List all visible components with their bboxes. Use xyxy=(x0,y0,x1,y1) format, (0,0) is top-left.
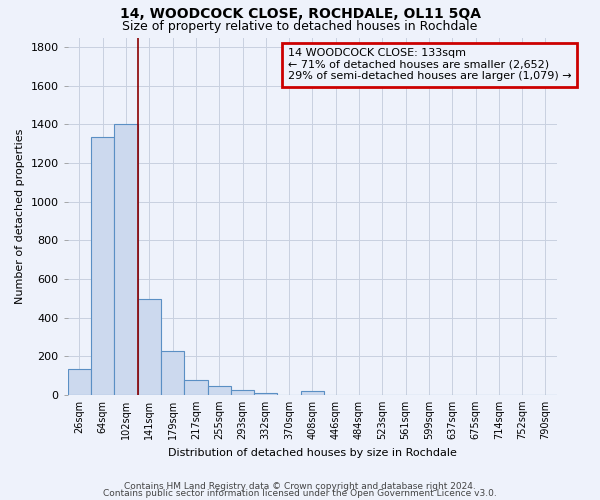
Bar xyxy=(254,393,277,395)
Text: Size of property relative to detached houses in Rochdale: Size of property relative to detached ho… xyxy=(122,20,478,33)
Bar xyxy=(137,299,161,395)
Text: 14 WOODCOCK CLOSE: 133sqm
← 71% of detached houses are smaller (2,652)
29% of se: 14 WOODCOCK CLOSE: 133sqm ← 71% of detac… xyxy=(288,48,572,82)
Bar xyxy=(91,137,115,395)
Bar xyxy=(301,391,324,395)
Text: Contains HM Land Registry data © Crown copyright and database right 2024.: Contains HM Land Registry data © Crown c… xyxy=(124,482,476,491)
Bar xyxy=(68,368,91,395)
Bar xyxy=(184,380,208,395)
Text: 14, WOODCOCK CLOSE, ROCHDALE, OL11 5QA: 14, WOODCOCK CLOSE, ROCHDALE, OL11 5QA xyxy=(119,8,481,22)
Bar xyxy=(115,124,137,395)
X-axis label: Distribution of detached houses by size in Rochdale: Distribution of detached houses by size … xyxy=(168,448,457,458)
Y-axis label: Number of detached properties: Number of detached properties xyxy=(15,128,25,304)
Text: Contains public sector information licensed under the Open Government Licence v3: Contains public sector information licen… xyxy=(103,490,497,498)
Bar xyxy=(208,386,231,395)
Bar xyxy=(161,352,184,395)
Bar xyxy=(231,390,254,395)
